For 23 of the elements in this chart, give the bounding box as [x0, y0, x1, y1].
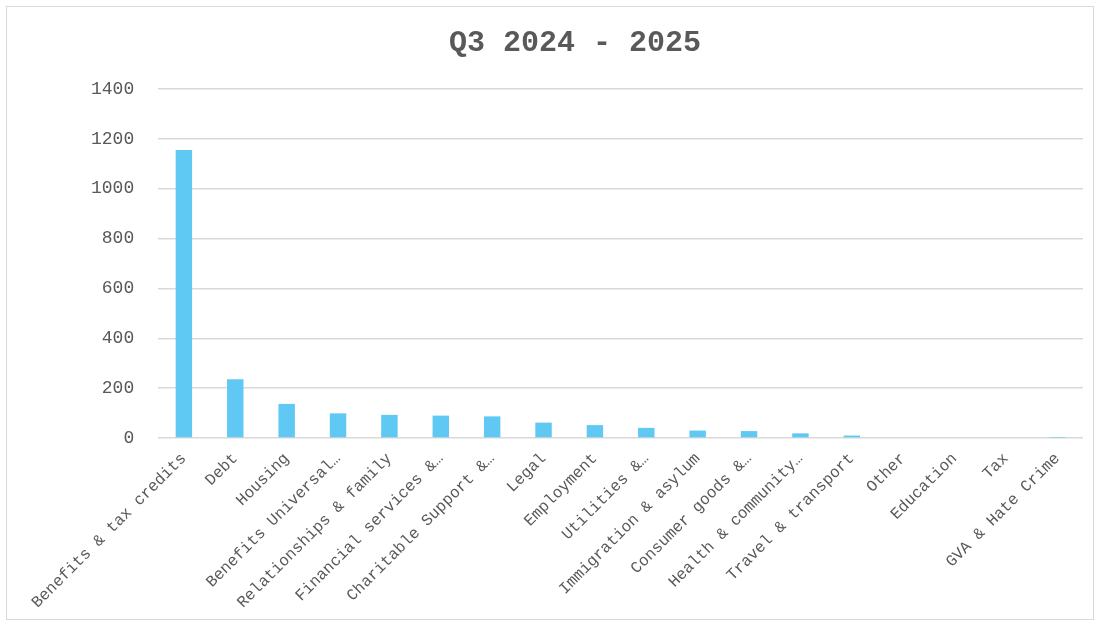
y-tick-label: 200 [101, 377, 135, 398]
bar [792, 433, 809, 438]
bar [740, 431, 758, 438]
bar [432, 415, 449, 438]
x-tick-label: Tax [979, 449, 1013, 483]
bar [175, 150, 193, 438]
bar [227, 379, 244, 438]
bar [638, 427, 655, 438]
y-tick-label: 1200 [90, 128, 135, 149]
bar [381, 414, 398, 438]
y-tick-label: 400 [101, 328, 135, 349]
y-tick-label: 1400 [90, 78, 135, 99]
bar [689, 430, 706, 438]
y-tick-label: 600 [101, 278, 135, 299]
y-tick-label: 1000 [90, 178, 135, 199]
bar [586, 425, 604, 438]
chart-title: Q3 2024 - 2025 [448, 25, 702, 60]
y-tick-label: 0 [123, 427, 135, 448]
bar [535, 422, 552, 438]
bar [329, 413, 347, 438]
bar [483, 416, 501, 438]
y-tick-label: 800 [101, 228, 135, 249]
bar [278, 403, 295, 438]
